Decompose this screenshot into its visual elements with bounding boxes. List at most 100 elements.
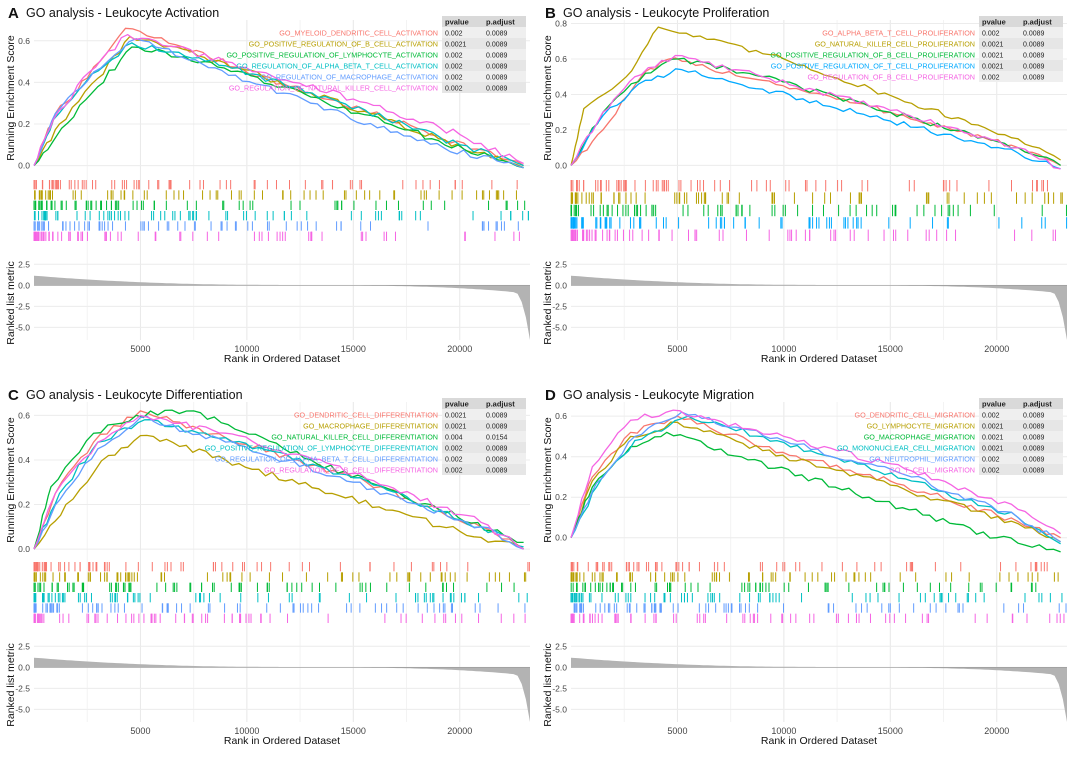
table-header-bg xyxy=(442,398,526,409)
y-tick-label: 0.2 xyxy=(18,500,30,510)
metric-tick-label: -5.0 xyxy=(15,322,30,332)
ranked-metric-area xyxy=(34,275,530,340)
es-line-go-dendritic-cell-migration xyxy=(570,415,1061,539)
legend-entry: GO_NATURAL_KILLER_CELL_DIFFERENTIATION xyxy=(271,433,438,442)
legend-entry: GO_POSITIVE_REGULATION_OF_B_CELL_ACTIVAT… xyxy=(249,40,438,49)
legend-entry: GO_ALPHA_BETA_T_CELL_PROLIFERATION xyxy=(822,29,975,38)
table-pvalue: 0.0021 xyxy=(982,64,1004,71)
y-tick-label: 0.6 xyxy=(555,411,567,421)
x-tick-label: 20000 xyxy=(984,344,1009,354)
es-line-go-macrophage-differentiation xyxy=(33,434,524,550)
table-row-bg xyxy=(979,49,1063,60)
table-padjust: 0.0154 xyxy=(486,435,508,442)
table-padjust: 0.0089 xyxy=(1023,446,1045,453)
table-padjust: 0.0089 xyxy=(1023,457,1045,464)
x-axis-label: Rank in Ordered Dataset xyxy=(761,735,877,747)
panel-title: GO analysis - Leukocyte Differentiation xyxy=(26,388,243,402)
metric-axis-label: Ranked list metric xyxy=(5,643,17,726)
table-padjust: 0.0089 xyxy=(486,42,508,49)
table-pvalue: 0.002 xyxy=(445,75,463,82)
table-pvalue: 0.0021 xyxy=(445,42,467,49)
panel-title: GO analysis - Leukocyte Proliferation xyxy=(563,6,769,20)
table-pvalue: 0.0021 xyxy=(982,53,1004,60)
x-tick-label: 10000 xyxy=(771,726,796,736)
metric-tick-label: -5.0 xyxy=(552,704,567,714)
table-row-bg xyxy=(979,27,1063,38)
table-pvalue: 0.002 xyxy=(445,64,463,71)
table-header-pvalue: pvalue xyxy=(445,400,469,409)
table-padjust: 0.0089 xyxy=(1023,75,1045,82)
es-line-go-positive-regulation-of-lymphocyte-activation xyxy=(33,46,524,169)
ranked-metric-area xyxy=(34,657,530,722)
table-row-bg xyxy=(442,464,526,475)
y-tick-label: 0.4 xyxy=(555,452,567,462)
ranked-metric-area xyxy=(571,657,1067,722)
metric-tick-label: 0.0 xyxy=(18,280,30,290)
table-row-bg xyxy=(442,49,526,60)
metric-tick-label: -5.0 xyxy=(552,322,567,332)
table-row-bg xyxy=(979,71,1063,82)
table-row-bg xyxy=(442,82,526,93)
table-padjust: 0.0089 xyxy=(1023,424,1045,431)
gene-hit-marks xyxy=(33,562,530,623)
y-tick-label: 0.4 xyxy=(555,89,567,99)
table-padjust: 0.0089 xyxy=(1023,53,1045,60)
metric-tick-label: 2.5 xyxy=(555,641,567,651)
metric-axis-label: Ranked list metric xyxy=(5,261,17,344)
table-pvalue: 0.002 xyxy=(982,75,1000,82)
es-line-go-neutrophil-migration xyxy=(570,411,1061,543)
metric-tick-label: -2.5 xyxy=(15,683,30,693)
table-pvalue: 0.0021 xyxy=(982,446,1004,453)
table-header-bg xyxy=(979,16,1063,27)
metric-tick-label: -2.5 xyxy=(552,683,567,693)
table-row-bg xyxy=(442,442,526,453)
table-row-bg xyxy=(979,464,1063,475)
x-axis-label: Rank in Ordered Dataset xyxy=(224,353,340,365)
x-tick-label: 10000 xyxy=(234,726,259,736)
table-row-bg xyxy=(442,453,526,464)
table-pvalue: 0.002 xyxy=(982,468,1000,475)
ranked-metric-area xyxy=(571,275,1067,340)
table-pvalue: 0.0021 xyxy=(982,424,1004,431)
es-line-go-positive-regulation-of-t-cell-proliferation xyxy=(570,68,1061,170)
es-line-go-regulation-of-macrophage-activation xyxy=(33,38,524,169)
y-tick-label: 0.4 xyxy=(18,455,30,465)
panel-b-chart: B GO analysis - Leukocyte Proliferation0.… xyxy=(542,5,1068,365)
es-line-go-regulation-of-b-cell-differentiation xyxy=(33,414,524,550)
metric-tick-label: -2.5 xyxy=(15,301,30,311)
table-pvalue: 0.002 xyxy=(445,86,463,93)
table-row-bg xyxy=(979,431,1063,442)
y-axis-label: Running Enrichment Score xyxy=(542,417,554,543)
legend-entry: GO_T_CELL_MIGRATION xyxy=(889,466,975,475)
table-padjust: 0.0089 xyxy=(1023,64,1045,71)
legend-entry: GO_POSITIVE_REGULATION_OF_LYMPHOCYTE_ACT… xyxy=(226,51,438,60)
table-row-bg xyxy=(442,431,526,442)
panel-c-chart: C GO analysis - Leukocyte Differentiation… xyxy=(5,387,530,747)
table-padjust: 0.0089 xyxy=(1023,435,1045,442)
legend-entry: GO_REGULATION_OF_NATURAL_KILLER_CELL_ACT… xyxy=(229,84,438,93)
panel-title: GO analysis - Leukocyte Migration xyxy=(563,388,754,402)
legend-entry: GO_REGULATION_OF_B_CELL_DIFFERENTIATION xyxy=(264,466,438,475)
legend-entry: GO_REGULATION_OF_ALPHA_BETA_T_CELL_DIFFE… xyxy=(215,455,438,464)
x-tick-label: 15000 xyxy=(878,726,903,736)
table-row-bg xyxy=(979,409,1063,420)
table-pvalue: 0.002 xyxy=(445,31,463,38)
table-pvalue: 0.004 xyxy=(445,435,463,442)
metric-tick-label: 0.0 xyxy=(18,662,30,672)
table-header-padjust: p.adjust xyxy=(1023,18,1052,27)
panel-letter: D xyxy=(545,387,556,404)
table-padjust: 0.0089 xyxy=(486,468,508,475)
legend-entry: GO_MACROPHAGE_DIFFERENTIATION xyxy=(303,422,438,431)
gene-hit-marks xyxy=(33,180,529,241)
table-pvalue: 0.0021 xyxy=(445,424,467,431)
es-line-go-t-cell-migration xyxy=(570,409,1061,538)
x-tick-label: 20000 xyxy=(447,344,472,354)
legend-entry: GO_NEUTROPHIL_MIGRATION xyxy=(869,455,975,464)
es-line-go-macrophage-migration xyxy=(570,431,1061,553)
table-pvalue: 0.002 xyxy=(445,53,463,60)
table-row-bg xyxy=(979,420,1063,431)
x-tick-label: 20000 xyxy=(447,726,472,736)
es-line-go-regulation-of-alpha-beta-t-cell-activation xyxy=(33,42,524,167)
panel-b: B GO analysis - Leukocyte Proliferation 0.… xyxy=(537,0,1074,382)
